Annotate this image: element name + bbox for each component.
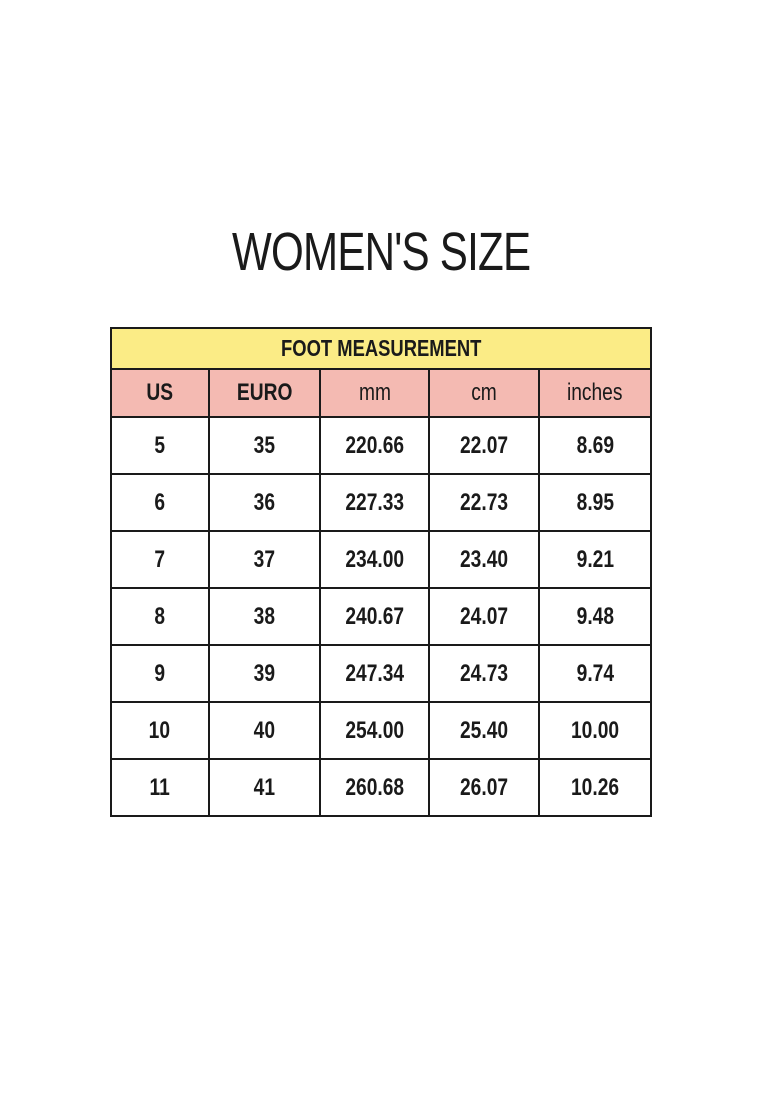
cell-text: 220.66	[345, 431, 404, 459]
table-cell: 9.21	[538, 530, 652, 589]
cell-text: 22.07	[459, 431, 508, 459]
cell-text: 234.00	[345, 545, 404, 573]
table-cell: 240.67	[319, 587, 430, 646]
table-cell: 38	[207, 587, 322, 646]
cell-text: 37	[253, 545, 276, 573]
cell-text: 9.74	[576, 659, 614, 687]
table-cell: 26.07	[427, 758, 541, 817]
cell-text: 9.48	[576, 602, 614, 630]
cell-text: 38	[253, 602, 276, 630]
column-header-text: EURO	[236, 379, 293, 406]
cell-text: 8.95	[576, 488, 614, 516]
page-title: WOMEN'S SIZE	[0, 224, 762, 280]
table-cell: 9.48	[538, 587, 652, 646]
column-header-text: US	[146, 379, 174, 406]
table-cell: 24.07	[427, 587, 541, 646]
cell-text: 36	[253, 488, 276, 516]
table-row: 7 37 234.00 23.40 9.21	[110, 530, 652, 589]
cell-text: 40	[253, 716, 276, 744]
table-row: 9 39 247.34 24.73 9.74	[110, 644, 652, 703]
table-cell: 5	[110, 416, 210, 475]
column-header-text: cm	[471, 379, 497, 406]
table-cell: 23.40	[427, 530, 541, 589]
cell-text: 25.40	[459, 716, 508, 744]
size-table: FOOT MEASUREMENT US EURO mm cm inches 5 35 220…	[110, 327, 652, 817]
table-cell: 10.26	[538, 758, 652, 817]
cell-text: 6	[154, 488, 166, 516]
cell-text: 240.67	[345, 602, 404, 630]
table-row: 6 36 227.33 22.73 8.95	[110, 473, 652, 532]
table-cell: 227.33	[319, 473, 430, 532]
cell-text: 23.40	[459, 545, 508, 573]
table-cell: 8.95	[538, 473, 652, 532]
table-cell: 10.00	[538, 701, 652, 760]
cell-text: 227.33	[345, 488, 404, 516]
table-cell: 8.69	[538, 416, 652, 475]
table-cell: 22.73	[427, 473, 541, 532]
table-cell: 254.00	[319, 701, 430, 760]
table-cell: 6	[110, 473, 210, 532]
caption-text: FOOT MEASUREMENT	[280, 335, 482, 361]
table-cell: 8	[110, 587, 210, 646]
table-cell: 36	[207, 473, 322, 532]
cell-text: 35	[253, 431, 276, 459]
table-cell: 11	[110, 758, 210, 817]
table-row: 8 38 240.67 24.07 9.48	[110, 587, 652, 646]
cell-text: 39	[253, 659, 276, 687]
column-header-text: inches	[567, 379, 623, 406]
cell-text: 22.73	[459, 488, 508, 516]
table-cell: 35	[207, 416, 322, 475]
table-cell: 220.66	[319, 416, 430, 475]
cell-text: 8	[154, 602, 166, 630]
cell-text: 26.07	[459, 773, 508, 801]
table-cell: 39	[207, 644, 322, 703]
column-header: mm	[319, 368, 430, 418]
cell-text: 8.69	[576, 431, 614, 459]
table-row: 5 35 220.66 22.07 8.69	[110, 416, 652, 475]
table-cell: 24.73	[427, 644, 541, 703]
title-text: WOMEN'S SIZE	[231, 222, 531, 282]
cell-text: 9	[154, 659, 166, 687]
table-cell: 40	[207, 701, 322, 760]
cell-text: 9.21	[576, 545, 614, 573]
cell-text: 24.07	[459, 602, 508, 630]
cell-text: 10.00	[571, 716, 620, 744]
table-row: 10 40 254.00 25.40 10.00	[110, 701, 652, 760]
column-header: inches	[538, 368, 652, 418]
cell-text: 5	[154, 431, 166, 459]
table-cell: 7	[110, 530, 210, 589]
column-header: EURO	[207, 368, 322, 418]
table-caption: FOOT MEASUREMENT	[110, 327, 652, 370]
column-header: cm	[427, 368, 541, 418]
table-row: 11 41 260.68 26.07 10.26	[110, 758, 652, 817]
cell-text: 11	[149, 773, 170, 801]
cell-text: 7	[154, 545, 166, 573]
table-cell: 234.00	[319, 530, 430, 589]
cell-text: 247.34	[345, 659, 404, 687]
cell-text: 260.68	[345, 773, 404, 801]
cell-text: 41	[253, 773, 276, 801]
table-cell: 247.34	[319, 644, 430, 703]
table-cell: 9	[110, 644, 210, 703]
table-cell: 22.07	[427, 416, 541, 475]
table-cell: 37	[207, 530, 322, 589]
table-cell: 25.40	[427, 701, 541, 760]
cell-text: 254.00	[345, 716, 404, 744]
cell-text: 10.26	[571, 773, 620, 801]
table-cell: 41	[207, 758, 322, 817]
column-header: US	[110, 368, 210, 418]
table-cell: 10	[110, 701, 210, 760]
table-cell: 260.68	[319, 758, 430, 817]
column-header-text: mm	[358, 379, 391, 406]
table-cell: 9.74	[538, 644, 652, 703]
cell-text: 10	[149, 716, 171, 744]
cell-text: 24.73	[459, 659, 508, 687]
